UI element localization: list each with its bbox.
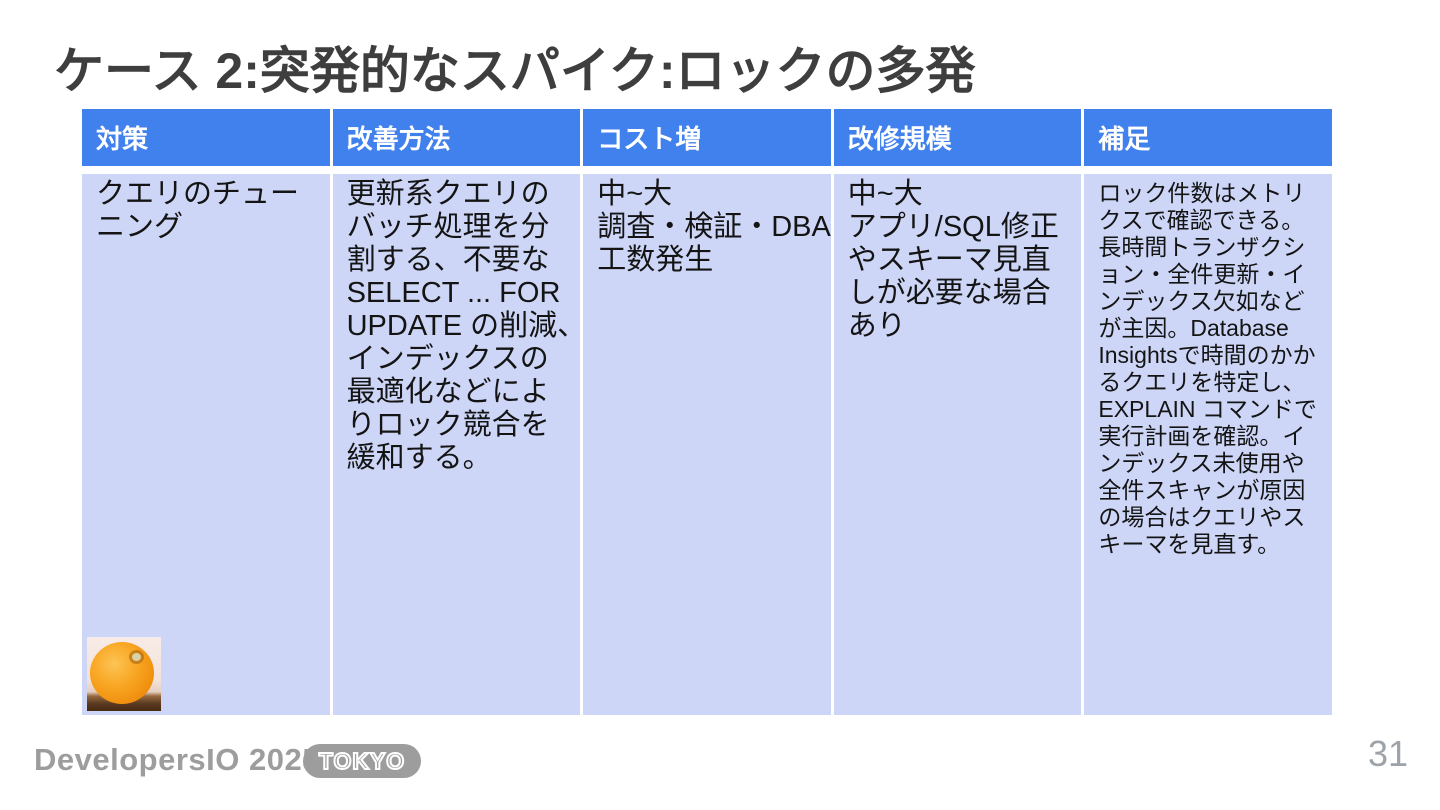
orange-stem (132, 653, 141, 661)
tokyo-badge: TOKYO (303, 744, 421, 778)
table-column-hosoku: 補足 ロック件数はメトリ クスで確認できる。 長時間トランザクシ ョン・全件更新… (1084, 109, 1332, 715)
table-column-kaishu: 改修規模 中~大 アプリ/SQL修正 やスキーマ見直 しが必要な場合 あり (833, 109, 1082, 715)
table-cell: ロック件数はメトリ クスで確認できる。 長時間トランザクシ ョン・全件更新・イ … (1084, 174, 1332, 715)
orange-fruit-photo (87, 637, 161, 711)
column-header: 改修規模 (833, 109, 1082, 166)
table-column-kaizen: 改善方法 更新系クエリの バッチ処理を分 割する、不要な SELECT ... … (332, 109, 581, 715)
column-header: 対策 (82, 109, 330, 166)
page-title: ケース 2:突発的なスパイク:ロックの多発 (54, 43, 976, 99)
column-header: コスト増 (583, 109, 831, 166)
table-cell: 更新系クエリの バッチ処理を分 割する、不要な SELECT ... FOR U… (332, 174, 581, 715)
table-column-taisaku: 対策 クエリのチュー ニング (82, 109, 330, 715)
table-cell: 中~大 調査・検証・DBA 工数発生 (583, 174, 831, 715)
developersio-logo: DevelopersIO 2025 (34, 742, 320, 777)
table-column-cost: コスト増 中~大 調査・検証・DBA 工数発生 (583, 109, 831, 715)
orange-fruit (90, 642, 154, 704)
table-cell: 中~大 アプリ/SQL修正 やスキーマ見直 しが必要な場合 あり (833, 174, 1082, 715)
table-cell: クエリのチュー ニング (82, 174, 330, 715)
column-header: 改善方法 (332, 109, 581, 166)
countermeasure-table: 対策 クエリのチュー ニング 改善方法 更新系クエリの バッチ処理を分 割する、… (82, 109, 1332, 715)
column-header: 補足 (1084, 109, 1332, 166)
page-number: 31 (1367, 733, 1408, 774)
